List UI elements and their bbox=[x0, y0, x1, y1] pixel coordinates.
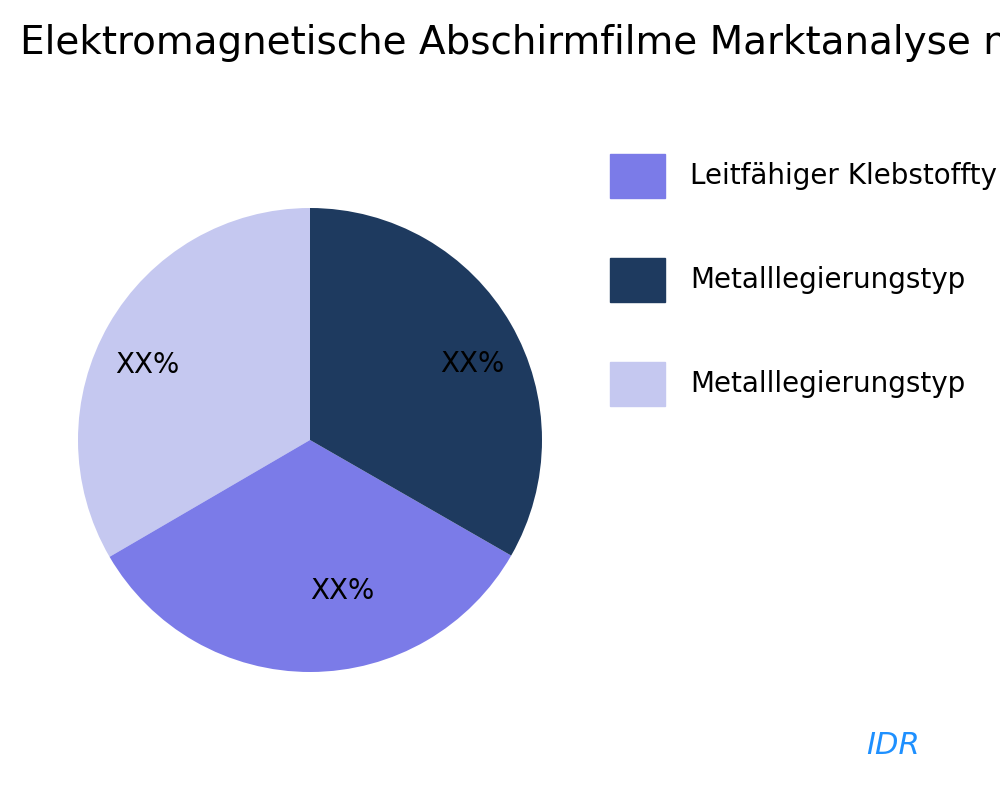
Wedge shape bbox=[78, 208, 310, 557]
Text: Elektromagnetische Abschirmfilme Marktanalyse nach T: Elektromagnetische Abschirmfilme Marktan… bbox=[20, 24, 1000, 62]
Text: Metalllegierungstyp: Metalllegierungstyp bbox=[690, 266, 965, 294]
Wedge shape bbox=[310, 208, 542, 555]
Text: XX%: XX% bbox=[115, 351, 179, 379]
Text: IDR: IDR bbox=[866, 731, 920, 760]
Text: XX%: XX% bbox=[310, 577, 375, 605]
Text: Metalllegierungstyp: Metalllegierungstyp bbox=[690, 370, 965, 398]
Wedge shape bbox=[110, 440, 511, 672]
Text: XX%: XX% bbox=[441, 350, 505, 378]
Text: Leitfähiger Klebstoffty: Leitfähiger Klebstoffty bbox=[690, 162, 997, 190]
